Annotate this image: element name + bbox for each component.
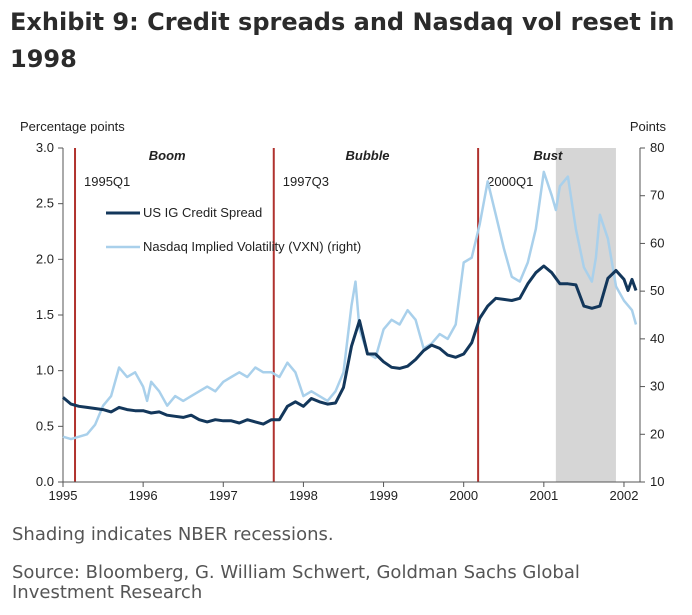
chart-legend: US IG Credit Spread Nasdaq Implied Volati… [106, 205, 361, 254]
era-label: Bust [533, 148, 563, 163]
y-tick-label: 0.0 [36, 474, 54, 489]
x-tick-label: 1995 [49, 488, 78, 503]
y2-tick-label: 80 [650, 140, 664, 155]
y-axis-label: Percentage points [20, 119, 125, 134]
x-tick-label: 2002 [610, 488, 639, 503]
y2-tick-label: 40 [650, 331, 664, 346]
recession-note: Shading indicates NBER recessions. [12, 524, 334, 545]
x-tick-label: 1997 [209, 488, 238, 503]
y-tick-label: 3.0 [36, 140, 54, 155]
vxn-line [62, 170, 638, 441]
y-tick-label: 2.5 [36, 196, 54, 211]
x-tick-label: 2001 [529, 488, 558, 503]
legend-label: Nasdaq Implied Volatility (VXN) (right) [143, 239, 361, 254]
y-tick-label: 1.0 [36, 363, 54, 378]
x-tick-label: 1998 [289, 488, 318, 503]
x-tick-label: 2000 [449, 488, 478, 503]
event-marker-label: 1997Q3 [283, 174, 329, 189]
era-label: Bubble [345, 148, 389, 163]
event-markers: 1995Q1 1997Q3 2000Q1 Boom Bubble Bust [74, 148, 563, 482]
exhibit-title: Exhibit 9: Credit spreads and Nasdaq vol… [10, 8, 675, 73]
event-marker-label: 1995Q1 [84, 174, 130, 189]
era-label: Boom [149, 148, 186, 163]
x-tick-label: 1999 [369, 488, 398, 503]
y2-axis-label: Points [630, 119, 667, 134]
y2-tick-label: 20 [650, 426, 664, 441]
series-lines [62, 170, 638, 441]
y-tick-label: 0.5 [36, 418, 54, 433]
recession-shading [555, 148, 616, 482]
tick-labels: 0.0 0.5 1.0 1.5 2.0 2.5 3.0 10 20 30 40 50 60 70 80 199… [36, 140, 665, 503]
y2-tick-label: 50 [650, 283, 664, 298]
credit-vol-chart: 1995Q1 1997Q3 2000Q1 Boom Bubble Bust 0.0 0.5 1… [20, 119, 667, 503]
y2-tick-label: 70 [650, 188, 664, 203]
y-tick-label: 2.0 [36, 251, 54, 266]
x-tick-label: 1996 [129, 488, 158, 503]
source-note: Source: Bloomberg, G. William Schwert, G… [12, 562, 580, 603]
event-marker-label: 2000Q1 [487, 174, 533, 189]
y2-tick-label: 10 [650, 474, 664, 489]
legend-label: US IG Credit Spread [143, 205, 262, 220]
y-tick-label: 1.5 [36, 307, 54, 322]
y2-tick-label: 30 [650, 379, 664, 394]
y2-tick-label: 60 [650, 235, 664, 250]
credit-spread-line [62, 264, 638, 426]
